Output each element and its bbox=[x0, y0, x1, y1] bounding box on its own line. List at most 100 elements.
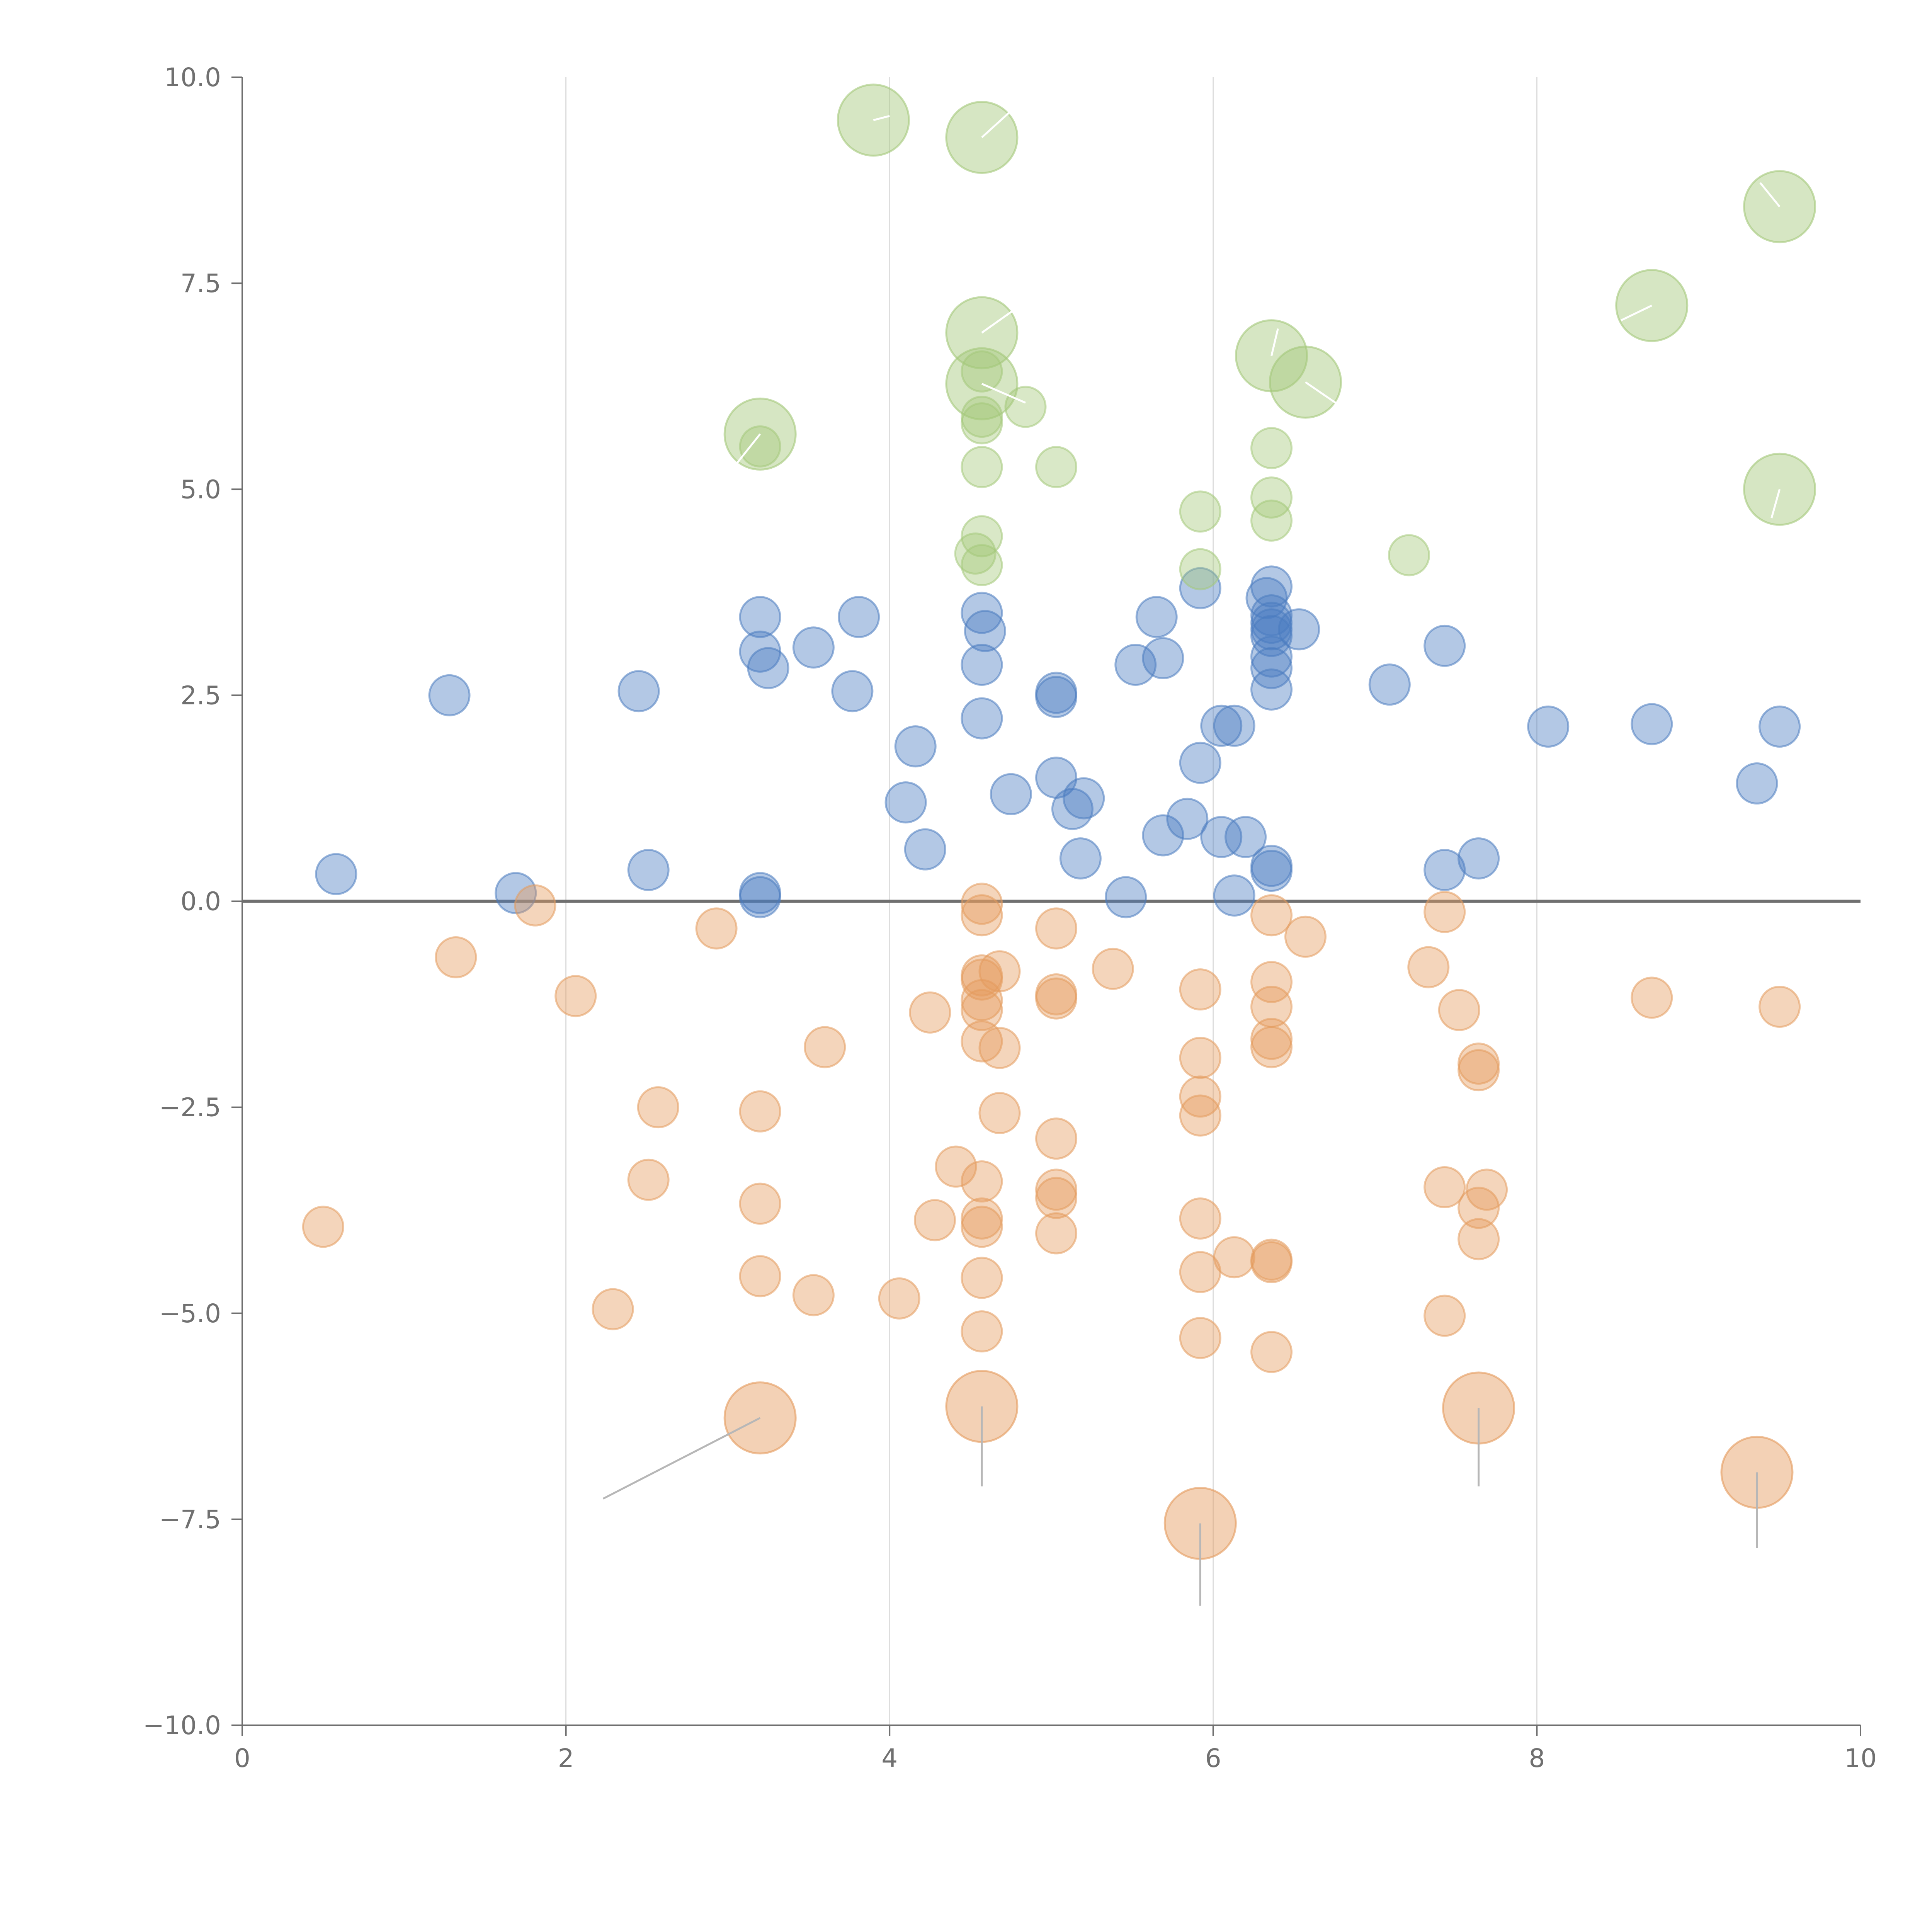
blue-point bbox=[1135, 596, 1178, 638]
blue-point bbox=[990, 773, 1032, 815]
annotation-leader-line bbox=[602, 1417, 761, 1500]
orange-point bbox=[1035, 1117, 1078, 1160]
blue-point bbox=[1527, 705, 1570, 748]
blue-point bbox=[831, 670, 874, 713]
y-tick-label: 2.5 bbox=[180, 680, 221, 710]
orange-point bbox=[1631, 976, 1673, 1019]
green-point bbox=[1035, 446, 1078, 488]
x-ticks: 0 2 4 6 8 10 bbox=[234, 1725, 1877, 1773]
blue-point bbox=[1225, 816, 1267, 858]
blue-point bbox=[1213, 704, 1255, 747]
blue-point bbox=[961, 643, 1003, 686]
y-tick-label: 7.5 bbox=[180, 269, 221, 298]
x-tick-label: 8 bbox=[1529, 1743, 1545, 1773]
orange-point bbox=[935, 1145, 977, 1188]
orange-point bbox=[1466, 1168, 1508, 1211]
blue-point bbox=[884, 781, 927, 824]
orange-point bbox=[1438, 989, 1480, 1031]
green-point bbox=[961, 446, 1003, 488]
y-tick-label: −5.0 bbox=[159, 1299, 221, 1328]
data-points bbox=[302, 350, 1801, 1373]
blue-point bbox=[627, 849, 670, 891]
x-tick-label: 2 bbox=[558, 1743, 574, 1773]
orange-point bbox=[978, 950, 1021, 993]
orange-point bbox=[1250, 1026, 1293, 1068]
orange-point bbox=[739, 1090, 781, 1133]
orange-highlight-point bbox=[723, 1381, 797, 1455]
blue-point bbox=[904, 828, 946, 871]
orange-point bbox=[739, 1255, 781, 1298]
blue-point bbox=[617, 670, 660, 713]
blue-point bbox=[1063, 777, 1105, 820]
orange-point bbox=[1284, 915, 1327, 958]
blue-point bbox=[747, 647, 789, 689]
green-point bbox=[1250, 427, 1293, 469]
orange-point bbox=[909, 991, 951, 1034]
orange-point bbox=[1407, 946, 1450, 988]
orange-point bbox=[1759, 985, 1801, 1028]
orange-point bbox=[961, 1160, 1003, 1203]
blue-point bbox=[1250, 668, 1293, 711]
orange-point bbox=[978, 1027, 1021, 1069]
y-tick-label: −2.5 bbox=[159, 1093, 221, 1122]
orange-point bbox=[592, 1288, 634, 1330]
green-point bbox=[961, 544, 1003, 586]
orange-point bbox=[1035, 977, 1078, 1020]
orange-point bbox=[637, 1086, 679, 1129]
annotation-leader-line bbox=[1305, 381, 1348, 412]
y-tick-label: 10.0 bbox=[164, 63, 221, 92]
annotation-leader-line bbox=[1759, 182, 1781, 207]
blue-point bbox=[1423, 849, 1466, 891]
blue-point bbox=[315, 853, 357, 895]
annotation-leader-line bbox=[981, 383, 1026, 404]
blue-point bbox=[1631, 703, 1673, 745]
blue-point bbox=[1142, 637, 1184, 679]
orange-point bbox=[804, 1026, 846, 1068]
blue-point bbox=[1368, 663, 1411, 706]
orange-point bbox=[1423, 1166, 1466, 1208]
green-point bbox=[961, 350, 1003, 393]
blue-point bbox=[428, 674, 471, 716]
orange-point bbox=[1179, 1094, 1221, 1137]
orange-point bbox=[1035, 1212, 1078, 1255]
orange-point bbox=[1213, 1236, 1255, 1279]
green-point bbox=[961, 515, 1003, 558]
blue-point bbox=[1200, 816, 1243, 858]
orange-point bbox=[961, 1206, 1003, 1248]
blue-point bbox=[1105, 876, 1147, 918]
orange-point bbox=[961, 1257, 1003, 1299]
annotation-leader-line bbox=[981, 305, 1020, 334]
blue-point bbox=[894, 725, 937, 768]
annotation-leader-line bbox=[873, 115, 890, 121]
orange-point bbox=[878, 1277, 920, 1320]
green-point bbox=[1250, 476, 1293, 519]
blue-point bbox=[739, 876, 781, 918]
y-tick-label: −7.5 bbox=[159, 1505, 221, 1534]
blue-point bbox=[1166, 798, 1209, 840]
blue-point bbox=[1423, 624, 1466, 667]
orange-point bbox=[739, 1182, 781, 1225]
orange-point bbox=[1458, 1049, 1500, 1092]
orange-point bbox=[1179, 1197, 1221, 1240]
blue-point bbox=[1200, 704, 1243, 747]
orange-point bbox=[961, 894, 1003, 937]
y-tick-label: 5.0 bbox=[180, 474, 221, 504]
orange-point bbox=[554, 975, 597, 1017]
blue-point bbox=[1250, 565, 1293, 608]
orange-point bbox=[435, 936, 477, 979]
orange-point bbox=[1423, 1294, 1466, 1337]
orange-point bbox=[1179, 968, 1221, 1011]
orange-point bbox=[1250, 961, 1293, 1003]
green-point bbox=[961, 402, 1003, 445]
orange-point bbox=[961, 989, 1003, 1031]
green-point bbox=[1179, 548, 1221, 590]
blue-point bbox=[1142, 814, 1184, 857]
orange-point bbox=[961, 1310, 1003, 1353]
blue-point bbox=[964, 610, 1006, 652]
orange-point bbox=[695, 907, 738, 950]
blue-point bbox=[1035, 676, 1078, 718]
orange-point bbox=[1179, 1317, 1221, 1359]
blue-point bbox=[1114, 643, 1157, 686]
blue-point bbox=[1179, 742, 1221, 784]
